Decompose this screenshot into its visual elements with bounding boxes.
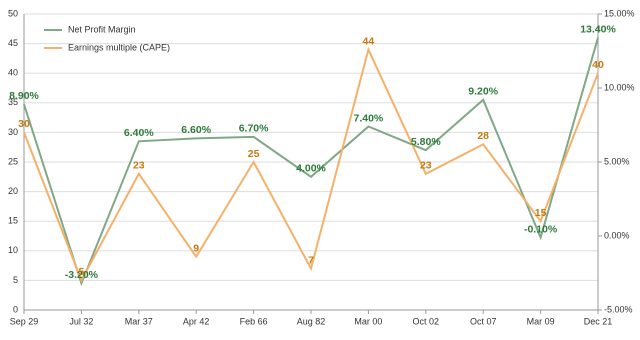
data-label: 7 <box>308 254 314 266</box>
data-label: 5 <box>78 266 84 278</box>
data-label: 25 <box>248 148 260 160</box>
data-label: 5.80% <box>411 136 441 148</box>
x-tick-label: Apr 42 <box>183 316 210 326</box>
y2-tick-label: 10.00% <box>604 82 635 92</box>
data-label: 40 <box>592 59 604 71</box>
data-label: 9 <box>193 243 199 255</box>
x-tick-label: Mar 00 <box>354 316 382 326</box>
y-tick-label: 40 <box>8 68 18 78</box>
y-tick-label: 45 <box>8 38 18 48</box>
y-tick-label: 30 <box>8 127 18 137</box>
data-label: 6.60% <box>181 124 211 136</box>
y2-tick-label: 15.00% <box>604 8 635 18</box>
x-tick-label: Oct 02 <box>413 316 440 326</box>
y-tick-label: 10 <box>8 245 18 255</box>
x-tick-label: Feb 66 <box>240 316 268 326</box>
x-tick-label: Aug 82 <box>297 316 326 326</box>
data-label: 8.90% <box>9 90 39 102</box>
y-tick-label: 0 <box>13 304 18 314</box>
y-tick-label: 35 <box>8 97 18 107</box>
y2-tick-label: 5.00% <box>604 156 630 166</box>
data-label: 9.20% <box>468 86 498 98</box>
data-label: 4.00% <box>296 163 326 175</box>
data-label: -0.10% <box>524 223 558 235</box>
data-label: 44 <box>363 35 375 47</box>
legend-label: Earnings multiple (CAPE) <box>68 42 170 52</box>
data-label: 6.70% <box>239 123 269 135</box>
x-tick-label: Mar 09 <box>527 316 555 326</box>
y-tick-label: 15 <box>8 216 18 226</box>
y-tick-label: 20 <box>8 186 18 196</box>
data-label: 7.40% <box>354 112 384 124</box>
data-label: 15 <box>535 207 547 219</box>
data-label: -3.20% <box>65 269 99 281</box>
data-label: 30 <box>18 118 30 130</box>
data-label: 28 <box>477 130 489 142</box>
x-tick-label: Sep 29 <box>10 316 39 326</box>
series-line <box>23 37 599 287</box>
data-label: 23 <box>420 160 432 172</box>
series-line <box>23 46 599 283</box>
data-label: 13.40% <box>580 23 616 35</box>
y-tick-label: 50 <box>8 8 18 18</box>
y2-tick-label: 0.00% <box>604 230 630 240</box>
x-tick-label: Oct 07 <box>470 316 497 326</box>
y2-tick-label: -5.00% <box>604 304 633 314</box>
x-tick-label: Jul 32 <box>69 316 93 326</box>
data-label: 23 <box>133 160 145 172</box>
data-label: 6.40% <box>124 127 154 139</box>
y-tick-label: 5 <box>13 275 18 285</box>
x-tick-label: Dec 21 <box>584 316 613 326</box>
y-tick-label: 25 <box>8 156 18 166</box>
legend-label: Net Profit Margin <box>68 24 136 34</box>
x-tick-label: Mar 37 <box>125 316 153 326</box>
